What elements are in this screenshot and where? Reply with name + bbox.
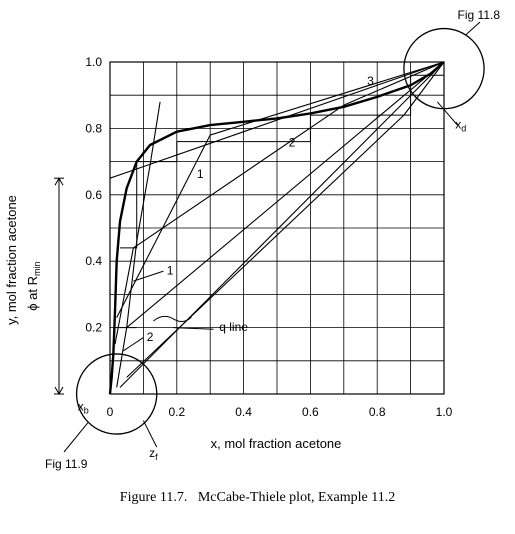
- qline-hook: [153, 315, 192, 322]
- annotation-label: xb: [78, 400, 89, 416]
- x-tick-label: 1.0: [436, 405, 453, 419]
- operating-line: [119, 61, 445, 388]
- stage-leader: [123, 337, 144, 352]
- operating-line: [114, 61, 445, 345]
- annotation-label: 3: [367, 74, 374, 88]
- detail-circle: [75, 353, 158, 435]
- x-axis-label: x, mol fraction acetone: [211, 436, 342, 451]
- annotation-label: q line: [219, 320, 248, 334]
- annotation-label: xd: [455, 117, 466, 133]
- y-tick-label: 0.8: [85, 121, 102, 135]
- figure-caption: Figure 11.7. McCabe-Thiele plot, Example…: [0, 490, 515, 506]
- rmin-label: ϕ at Rmin: [25, 261, 42, 310]
- y-axis-label: y, mol fraction acetone: [4, 195, 19, 325]
- axes: 0 0.2 0.4 0.6 0.8 1.0 0.2 0.4 0.6 0.8 1.0: [85, 55, 452, 419]
- caption-number: Figure 11.7.: [119, 490, 188, 505]
- equilibrium-curve: [108, 61, 445, 395]
- qline-leader: [173, 327, 214, 330]
- rmin-arrow: [54, 386, 64, 396]
- detail-label: Fig 11.9: [45, 457, 88, 471]
- x-tick-label: 0: [107, 405, 114, 419]
- x-tick-label: 0.2: [168, 405, 185, 419]
- y-tick-label: 0.2: [85, 321, 102, 335]
- plot-frame: [109, 61, 445, 395]
- operating-line: [126, 101, 161, 328]
- detail-circle: [403, 27, 485, 110]
- circles: Fig 11.9 Fig 11.8: [45, 8, 500, 471]
- steps: [115, 74, 444, 329]
- x-tick-label: 0.6: [302, 405, 319, 419]
- annotation-label: 1: [167, 263, 174, 277]
- mccabe-thiele-chart: 0 0.2 0.4 0.6 0.8 1.0 0.2 0.4 0.6 0.8 1.0 Fig 11.9…: [4, 8, 500, 471]
- operating-line: [116, 61, 445, 318]
- y-tick-label: 0.6: [85, 188, 102, 202]
- annotation-label: zf: [149, 446, 158, 462]
- detail-label: Fig 11.8: [458, 8, 501, 22]
- stage-steps: [176, 74, 444, 143]
- annotation-label: 2: [147, 330, 154, 344]
- xd-pointer: [436, 101, 458, 126]
- caption-text: McCabe-Thiele plot, Example 11.2: [197, 490, 396, 505]
- x-tick-label: 0.4: [235, 405, 252, 419]
- stage-leader: [133, 270, 164, 282]
- y-tick-label: 1.0: [85, 55, 102, 69]
- x-tick-label: 0.8: [369, 405, 386, 419]
- detail-leader: [63, 422, 89, 453]
- zf-pointer: [142, 420, 158, 448]
- annotations: 1 2 3 1 2 q line xd xb zf ϕ at Rmin: [25, 74, 466, 462]
- stage-steps: [120, 141, 178, 249]
- operating-line: [109, 61, 445, 179]
- rmin-arrow: [54, 177, 64, 186]
- annotation-label: 2: [289, 136, 296, 150]
- detail-leader: [465, 21, 481, 35]
- y-tick-label: 0.4: [85, 254, 102, 268]
- annotation-label: 1: [197, 167, 204, 181]
